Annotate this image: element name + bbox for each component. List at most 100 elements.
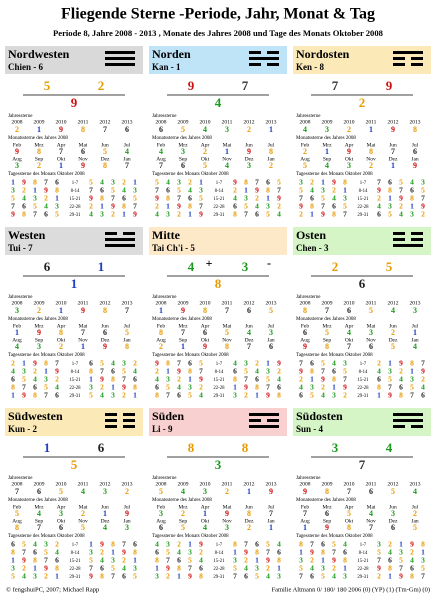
- day-star: 1: [122, 210, 126, 219]
- water-star: 8: [242, 440, 249, 455]
- month-star: 6: [203, 328, 207, 337]
- day-star: 1: [89, 540, 93, 549]
- month-star: 8: [37, 147, 41, 156]
- year-star: 5: [269, 306, 273, 315]
- year-label: 2010: [344, 300, 355, 306]
- day-star: 5: [388, 375, 392, 384]
- cell-header: [293, 46, 431, 74]
- day-label: 22-28: [69, 567, 81, 572]
- cell-sub: Chen - 3: [296, 243, 329, 253]
- day-star: 1: [421, 548, 425, 557]
- day-star: 9: [89, 572, 93, 581]
- month-label: Dez: [389, 337, 398, 343]
- day-star: 2: [55, 375, 59, 384]
- day-star: 6: [377, 375, 381, 384]
- month-label: Mai: [79, 504, 88, 510]
- period-star: 2: [359, 95, 366, 110]
- month-label: Mrz: [178, 323, 188, 329]
- day-star: 6: [266, 178, 270, 187]
- day-star: 1: [22, 359, 26, 368]
- month-star: 1: [181, 342, 185, 351]
- day-star: 6: [188, 359, 192, 368]
- day-star: 1: [410, 367, 414, 376]
- day-star: 4: [299, 383, 303, 392]
- day-star: 8: [343, 178, 347, 187]
- month-label: Jun: [245, 323, 253, 329]
- day-star: 8: [44, 359, 48, 368]
- day-star: 9: [55, 367, 59, 376]
- month-star: 2: [247, 523, 251, 532]
- year-star: 1: [369, 125, 373, 134]
- day-star: 2: [188, 178, 192, 187]
- year-star: 9: [181, 306, 185, 315]
- day-star: 3: [89, 383, 93, 392]
- day-star: 4: [388, 548, 392, 557]
- month-star: 8: [125, 342, 129, 351]
- day-star: 7: [155, 186, 159, 195]
- day-star: 6: [33, 548, 37, 557]
- day-star: 4: [343, 540, 347, 549]
- day-star: 1: [277, 564, 281, 573]
- day-star: 8: [332, 210, 336, 219]
- day-star: 9: [22, 556, 26, 565]
- day-star: 1: [11, 556, 15, 565]
- mountain-star: 1: [44, 440, 51, 455]
- trigram-line: [267, 419, 279, 422]
- day-label: 22-28: [357, 567, 369, 572]
- day-star: 6: [421, 391, 425, 400]
- year-label: 2013: [266, 481, 277, 487]
- day-star: 2: [277, 202, 281, 211]
- year-star: 7: [347, 487, 351, 496]
- month-label: Jun: [389, 323, 397, 329]
- month-star: 4: [125, 147, 129, 156]
- water-star: 7: [242, 78, 249, 93]
- day-star: 8: [310, 202, 314, 211]
- day-star: 5: [22, 375, 26, 384]
- day-star: 3: [244, 194, 248, 203]
- day-star: 8: [55, 186, 59, 195]
- year-star: 1: [269, 125, 273, 134]
- day-star: 9: [177, 202, 181, 211]
- month-star: 2: [303, 147, 307, 156]
- month-star: 6: [269, 342, 273, 351]
- day-star: 1: [166, 367, 170, 376]
- day-star: 8: [410, 359, 414, 368]
- day-star: 8: [299, 540, 303, 549]
- section-label: Tagessterne des Monats Oktober 2008: [152, 353, 229, 358]
- year-star: 2: [37, 306, 41, 315]
- day-star: 4: [100, 178, 104, 187]
- day-star: 5: [11, 194, 15, 203]
- day-star: 4: [155, 540, 159, 549]
- day-star: 5: [277, 178, 281, 187]
- day-star: 7: [332, 548, 336, 557]
- month-star: 9: [203, 342, 207, 351]
- day-label: 1-7: [72, 543, 79, 548]
- day-star: 2: [122, 391, 126, 400]
- month-label: Jul: [124, 142, 131, 148]
- day-star: 4: [410, 178, 414, 187]
- day-star: 7: [89, 186, 93, 195]
- day-star: 5: [100, 359, 104, 368]
- day-star: 4: [332, 572, 336, 581]
- day-star: 9: [177, 367, 181, 376]
- year-star: 4: [391, 306, 395, 315]
- year-label: 2012: [100, 119, 111, 125]
- day-star: 8: [133, 548, 137, 557]
- day-star: 4: [22, 572, 26, 581]
- day-star: 6: [166, 186, 170, 195]
- day-star: 9: [421, 367, 425, 376]
- day-label: 15-21: [357, 378, 369, 383]
- day-star: 7: [122, 375, 126, 384]
- section-label: Jahressterne: [8, 114, 33, 119]
- trigram-line: [393, 244, 423, 247]
- day-star: 2: [310, 556, 314, 565]
- month-star: 7: [37, 523, 41, 532]
- sign: +: [206, 256, 213, 270]
- month-label: Feb: [157, 323, 166, 329]
- day-star: 3: [421, 178, 425, 187]
- day-star: 5: [111, 186, 115, 195]
- month-label: Apr: [345, 323, 354, 329]
- month-star: 8: [347, 523, 351, 532]
- mountain-star: 8: [188, 440, 195, 455]
- day-star: 6: [111, 367, 115, 376]
